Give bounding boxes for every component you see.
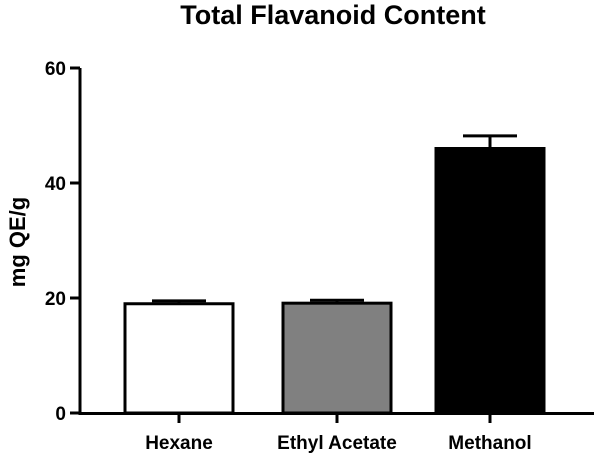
y-tick-label: 20 <box>45 289 66 310</box>
y-tick-label: 0 <box>55 404 66 425</box>
y-tick-label: 40 <box>45 174 66 195</box>
x-category-label: Ethyl Acetate <box>277 433 397 454</box>
y-ticks-group: 0 20 40 60 <box>45 59 80 425</box>
bars-group <box>123 147 546 415</box>
bar-ethyl-acetate <box>281 301 393 415</box>
x-labels-group: Hexane Ethyl Acetate Methanol <box>145 413 532 454</box>
error-bars-group <box>152 134 517 304</box>
bar-methanol <box>434 147 546 415</box>
chart-title: Total Flavanoid Content <box>180 0 486 30</box>
y-axis-label: mg QE/g <box>5 197 30 287</box>
x-category-label: Methanol <box>448 433 531 454</box>
bar-hexane <box>123 302 235 415</box>
x-category-label: Hexane <box>145 433 213 454</box>
y-tick-label: 60 <box>45 59 66 80</box>
